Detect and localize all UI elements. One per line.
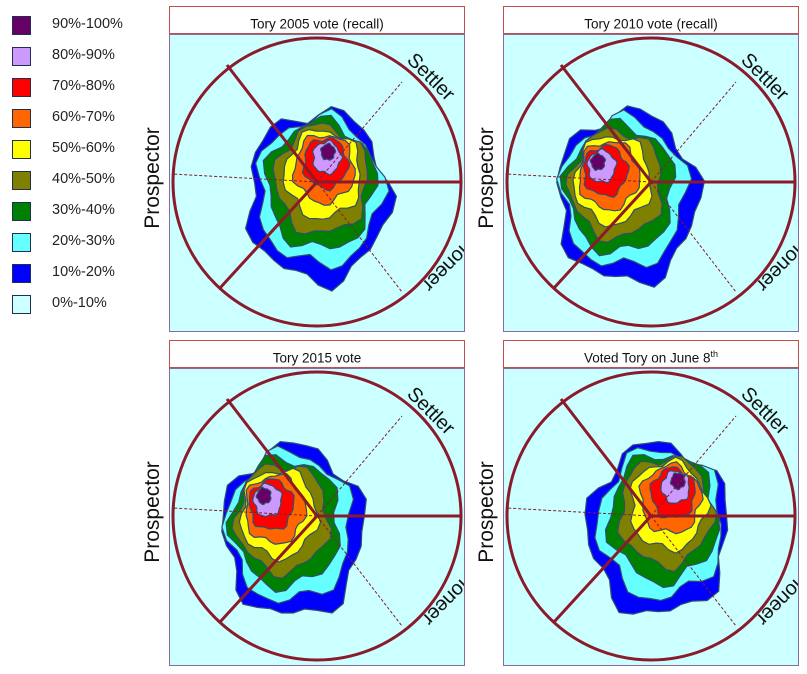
legend-swatch (12, 202, 31, 221)
chart-plot: Settler Pioneer (169, 34, 465, 332)
pioneer-label: Pioneer (417, 565, 464, 630)
legend-swatch (12, 78, 31, 97)
legend-swatch (12, 295, 31, 314)
heatmap-svg: Settler Pioneer (505, 370, 798, 662)
legend-label: 50%-60% (52, 140, 115, 156)
dashed-guide (650, 415, 737, 517)
chart-title: Tory 2015 vote (169, 340, 465, 368)
heatmap-bands (221, 440, 367, 614)
dashed-guide (505, 173, 652, 183)
segment-line (218, 180, 319, 290)
legend-item: 30%-40% (8, 200, 138, 224)
heatmap-band (669, 472, 686, 491)
heatmap-svg: Settler Pioneer (171, 36, 464, 328)
legend-item: 90%-100% (8, 14, 138, 38)
chart-panel: Tory 2015 vote Settler Pioneer (169, 340, 465, 666)
legend-label: 40%-50% (52, 171, 115, 187)
segment-line (225, 398, 319, 517)
chart-title: Tory 2005 vote (recall) (169, 6, 465, 34)
legend-item: 0%-10% (8, 293, 138, 317)
settler-label: Settler (736, 49, 793, 106)
chart-title-text: Tory 2010 vote (recall) (584, 16, 718, 32)
dashed-guide (316, 181, 403, 293)
legend-swatch (12, 109, 31, 128)
legend-swatch (12, 47, 31, 66)
legend-item: 40%-50% (8, 169, 138, 193)
legend-item: 20%-30% (8, 231, 138, 255)
chart-plot: Settler Pioneer (503, 34, 799, 332)
heatmap-svg: Settler Pioneer (171, 370, 464, 662)
legend-label: 70%-80% (52, 78, 115, 94)
legend-label: 80%-90% (52, 47, 115, 63)
legend-item: 70%-80% (8, 76, 138, 100)
chart-panel: Tory 2010 vote (recall) Settler Pioneer (503, 6, 799, 332)
prospector-label: Prospector (475, 461, 498, 563)
settler-label: Settler (402, 383, 459, 440)
prospector-label: Prospector (475, 127, 498, 229)
legend-item: 10%-20% (8, 262, 138, 286)
legend-swatch (12, 140, 31, 159)
settler-label: Settler (402, 49, 459, 106)
pioneer-label: Pioneer (751, 565, 798, 630)
legend-swatch (12, 264, 31, 283)
legend-swatch (12, 16, 31, 35)
chart-title-sup: th (710, 349, 719, 359)
segment-line (552, 180, 653, 290)
chart-title: Voted Tory on June 8th (503, 340, 799, 368)
dashed-guide (316, 81, 403, 183)
legend-label: 60%-70% (52, 109, 115, 125)
heatmap-bands (244, 105, 398, 292)
heatmap-band (255, 486, 272, 506)
dashed-guide (316, 515, 403, 627)
heatmap-bands (584, 440, 729, 615)
segment-line (225, 64, 319, 183)
legend-label: 30%-40% (52, 202, 115, 218)
chart-title-text: Tory 2015 vote (272, 350, 362, 366)
prospector-label: Prospector (141, 127, 164, 229)
heatmap-svg: Settler Pioneer (505, 36, 798, 328)
settler-label: Settler (736, 383, 793, 440)
legend-item: 80%-90% (8, 45, 138, 69)
dashed-guide (171, 173, 318, 183)
dashed-guide (316, 415, 403, 517)
legend-label: 90%-100% (52, 16, 123, 32)
dashed-guide (650, 81, 737, 183)
heatmap-band (589, 152, 607, 171)
legend-item: 60%-70% (8, 107, 138, 131)
legend-label: 0%-10% (52, 295, 107, 311)
dashed-guide (171, 507, 318, 517)
chart-panel: Voted Tory on June 8th Settler Pioneer (503, 340, 799, 666)
prospector-label: Prospector (141, 461, 164, 563)
legend-label: 20%-30% (52, 233, 115, 249)
chart-title-text: Tory 2005 vote (recall) (250, 16, 384, 32)
legend-label: 10%-20% (52, 264, 115, 280)
segment-line (559, 398, 653, 517)
legend-swatch (12, 233, 31, 252)
chart-plot: Settler Pioneer (503, 368, 799, 666)
legend-swatch (12, 171, 31, 190)
pioneer-label: Pioneer (417, 231, 464, 296)
dashed-guide (650, 181, 737, 293)
segment-line (218, 514, 319, 624)
legend-item: 50%-60% (8, 138, 138, 162)
dashed-guide (505, 507, 652, 517)
segment-line (559, 64, 653, 183)
heatmap-band (319, 142, 337, 161)
pioneer-label: Pioneer (751, 231, 798, 296)
chart-title: Tory 2010 vote (recall) (503, 6, 799, 34)
chart-panel: Tory 2005 vote (recall) Settler Pioneer (169, 6, 465, 332)
chart-title-text: Voted Tory on June 8 (583, 350, 711, 366)
chart-plot: Settler Pioneer (169, 368, 465, 666)
segment-line (552, 514, 653, 624)
dashed-guide (650, 515, 737, 627)
